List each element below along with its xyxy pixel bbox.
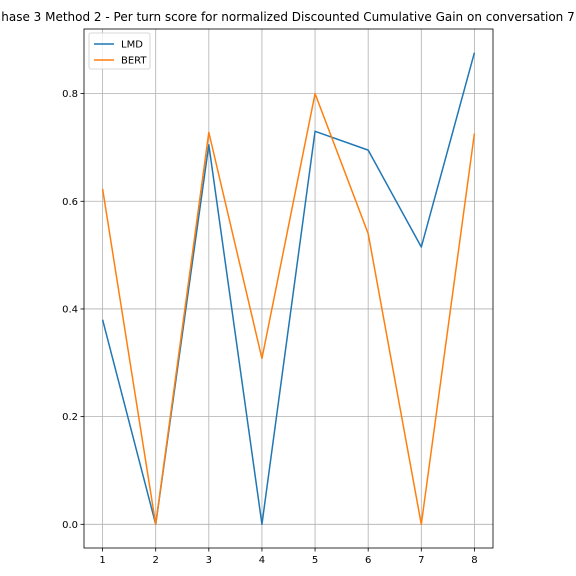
y-tick-label: 0.4 — [62, 304, 78, 315]
x-tick-label: 8 — [471, 555, 477, 566]
chart-title: hase 3 Method 2 - Per turn score for nor… — [1, 10, 575, 24]
x-tick-label: 6 — [365, 555, 371, 566]
axes: 1 2 3 4 5 6 7 8 0.0 0.2 0.4 0.6 0.8 — [62, 28, 494, 566]
legend: LMD BERT — [88, 32, 151, 70]
legend-label-lmd: LMD — [121, 40, 143, 51]
x-tick-label: 1 — [99, 555, 105, 566]
x-tick-label: 2 — [153, 555, 159, 566]
x-tick-label: 7 — [418, 555, 424, 566]
x-tick-label: 4 — [259, 555, 265, 566]
x-tick-label: 5 — [312, 555, 318, 566]
plot-frame — [83, 28, 494, 549]
x-tick-label: 3 — [206, 555, 212, 566]
series-line-bert — [101, 92, 476, 526]
series-line-lmd — [101, 52, 476, 526]
y-tick-label: 0.2 — [62, 412, 78, 423]
y-tick-label: 0.6 — [62, 197, 78, 208]
legend-label-bert: BERT — [121, 56, 147, 67]
grid — [84, 29, 493, 548]
y-tick-label: 0.0 — [62, 520, 78, 531]
series-lines — [101, 52, 476, 526]
y-tick-label: 0.8 — [62, 89, 78, 100]
